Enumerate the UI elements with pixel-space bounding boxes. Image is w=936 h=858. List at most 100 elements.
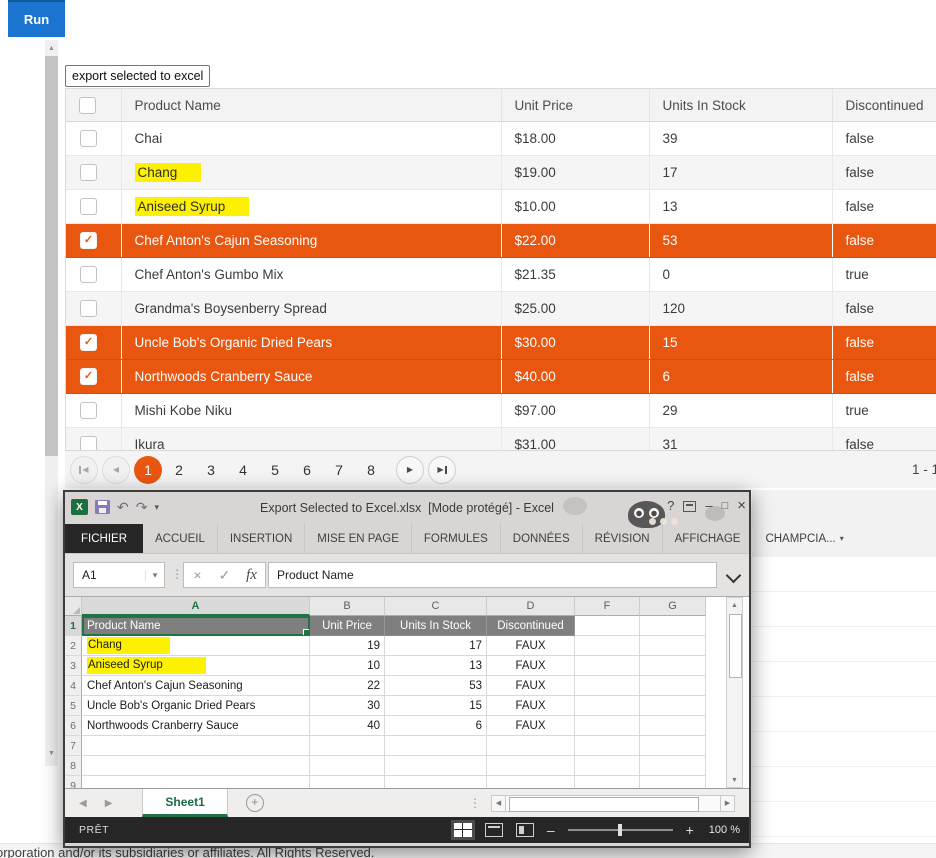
cancel-icon[interactable]: × — [193, 567, 202, 583]
pager-first-button[interactable]: ◀ — [70, 455, 98, 484]
scroll-up-icon[interactable]: ▲ — [48, 45, 55, 52]
row-header-2[interactable]: 2 — [65, 636, 82, 656]
table-row[interactable]: Grandma's Boysenberry Spread $25.00 120 fal… — [66, 291, 936, 326]
ribbon-tab-insertion[interactable]: INSERTION — [216, 524, 304, 553]
excel-title-bar[interactable]: X ↶ ↷ ▾ Export Selected to Excel.xlsx [M… — [65, 492, 749, 528]
view-normal-button[interactable] — [453, 823, 472, 837]
hscroll-left-icon[interactable]: ◀ — [491, 794, 506, 812]
table-row[interactable]: ✓ Uncle Bob's Organic Dried Pears $30.00 15… — [66, 325, 936, 360]
column-header-discontinued[interactable]: Discontinued — [831, 89, 936, 122]
row-header-4[interactable]: 4 — [65, 676, 82, 696]
cell-B9[interactable] — [310, 776, 385, 788]
sheet-scroll-up-icon[interactable]: ▲ — [731, 601, 738, 609]
row-checkbox[interactable] — [80, 164, 97, 181]
row-checkbox[interactable] — [80, 402, 97, 419]
column-header-G[interactable]: G — [640, 597, 706, 616]
cell-B5[interactable]: 30 — [310, 696, 385, 716]
cell-A2[interactable]: Chang — [82, 636, 310, 656]
pager-page-3[interactable]: 3 — [207, 461, 215, 478]
zoom-in-button[interactable]: + — [685, 822, 694, 838]
cell-C4[interactable]: 53 — [385, 676, 487, 696]
column-header-F[interactable]: F — [575, 597, 640, 616]
column-header-product-name[interactable]: Product Name — [120, 89, 501, 122]
qat-dropdown-icon[interactable]: ▾ — [154, 501, 159, 512]
cell-G2[interactable] — [640, 636, 706, 656]
column-header-units-in-stock[interactable]: Units In Stock — [648, 89, 832, 122]
cell-D6[interactable]: FAUX — [487, 716, 575, 736]
zoom-slider[interactable] — [567, 824, 673, 836]
cell-F2[interactable] — [575, 636, 640, 656]
cell-C8[interactable] — [385, 756, 487, 776]
cell-D5[interactable]: FAUX — [487, 696, 575, 716]
pager-page-5[interactable]: 5 — [271, 461, 279, 478]
sheet-vthumb[interactable] — [729, 614, 742, 678]
insert-function-icon[interactable]: fx — [246, 566, 257, 583]
ribbon-tab-fichier[interactable]: FICHIER — [65, 524, 143, 553]
select-all-corner[interactable] — [65, 597, 82, 616]
cell-C5[interactable]: 15 — [385, 696, 487, 716]
run-button[interactable]: Run — [8, 0, 65, 37]
sheet-vscrollbar[interactable]: ▲ ▼ — [726, 597, 743, 788]
ribbon-display-options-icon[interactable] — [683, 500, 697, 512]
cell-G1[interactable] — [640, 616, 706, 636]
pager-page-4[interactable]: 4 — [239, 461, 247, 478]
zoom-slider-handle[interactable] — [617, 824, 622, 836]
add-sheet-button[interactable]: + — [245, 794, 264, 812]
pager-page-6[interactable]: 6 — [303, 461, 311, 478]
cell-G3[interactable] — [640, 656, 706, 676]
row-header-3[interactable]: 3 — [65, 656, 82, 676]
save-icon[interactable] — [95, 500, 110, 514]
expand-formula-bar-icon[interactable] — [725, 567, 742, 584]
ribbon-tab-affichage[interactable]: AFFICHAGE — [661, 524, 753, 553]
row-header-5[interactable]: 5 — [65, 696, 82, 716]
name-box-dropdown-icon[interactable]: ▾ — [145, 569, 164, 581]
table-row[interactable]: Aniseed Syrup $10.00 13 false — [66, 189, 936, 224]
row-checkbox[interactable] — [80, 198, 97, 215]
cell-A7[interactable] — [82, 736, 310, 756]
excel-app-icon[interactable]: X — [71, 499, 88, 515]
cell-D7[interactable] — [487, 736, 575, 756]
cell-B1[interactable]: Unit Price — [310, 616, 385, 636]
cell-A4[interactable]: Chef Anton's Cajun Seasoning — [82, 676, 310, 696]
row-checkbox[interactable]: ✓ — [80, 334, 97, 351]
table-row[interactable]: Mishi Kobe Niku $97.00 29 true — [66, 393, 936, 428]
cell-A1[interactable]: Product Name — [82, 616, 310, 636]
row-checkbox[interactable] — [80, 266, 97, 283]
cell-C1[interactable]: Units In Stock — [385, 616, 487, 636]
enter-icon[interactable]: ✓ — [218, 566, 231, 583]
cell-B4[interactable]: 22 — [310, 676, 385, 696]
cell-D2[interactable]: FAUX — [487, 636, 575, 656]
table-row[interactable]: ✓ Chef Anton's Cajun Seasoning $22.00 53 fal… — [66, 223, 936, 258]
cell-B2[interactable]: 19 — [310, 636, 385, 656]
sheet-scroll-down-icon[interactable]: ▼ — [731, 776, 738, 784]
hscroll-right-icon[interactable]: ▶ — [720, 794, 735, 812]
minimize-icon[interactable]: – — [705, 498, 713, 513]
close-icon[interactable]: × — [737, 497, 746, 514]
ribbon-tab-données[interactable]: DONNÉES — [499, 524, 582, 553]
cell-F9[interactable] — [575, 776, 640, 788]
cell-C6[interactable]: 6 — [385, 716, 487, 736]
cell-G6[interactable] — [640, 716, 706, 736]
column-header-D[interactable]: D — [487, 597, 575, 616]
cell-C9[interactable] — [385, 776, 487, 788]
cell-D1[interactable]: Discontinued — [487, 616, 575, 636]
name-box[interactable]: A1 ▾ — [73, 562, 165, 588]
cell-F4[interactable] — [575, 676, 640, 696]
scroll-down-icon[interactable]: ▼ — [48, 750, 55, 757]
cell-A5[interactable]: Uncle Bob's Organic Dried Pears — [82, 696, 310, 716]
pager-page-1[interactable]: 1 — [134, 455, 162, 484]
cell-D8[interactable] — [487, 756, 575, 776]
select-all-checkbox[interactable] — [79, 96, 96, 114]
scrollbar-thumb[interactable] — [45, 56, 58, 456]
cell-F3[interactable] — [575, 656, 640, 676]
column-header-B[interactable]: B — [310, 597, 385, 616]
pager-page-2[interactable]: 2 — [175, 461, 183, 478]
pager-next-button[interactable]: ▶ — [396, 455, 424, 484]
cell-B3[interactable]: 10 — [310, 656, 385, 676]
cell-G7[interactable] — [640, 736, 706, 756]
cell-G8[interactable] — [640, 756, 706, 776]
cell-D4[interactable]: FAUX — [487, 676, 575, 696]
zoom-out-button[interactable]: – — [546, 822, 555, 838]
cell-G4[interactable] — [640, 676, 706, 696]
cell-F6[interactable] — [575, 716, 640, 736]
